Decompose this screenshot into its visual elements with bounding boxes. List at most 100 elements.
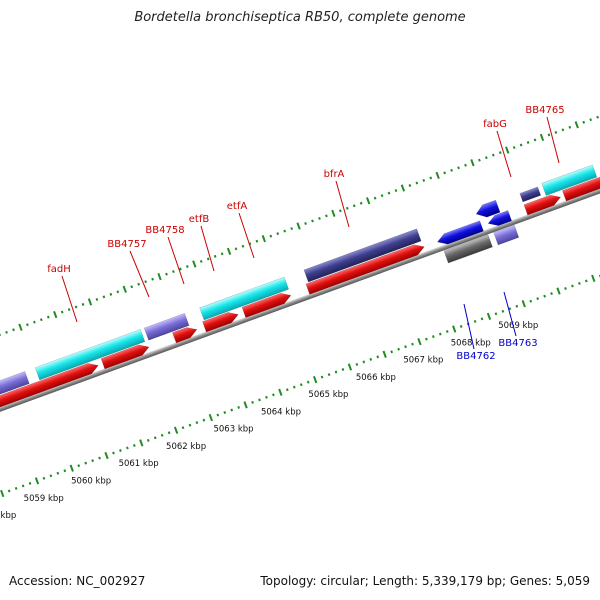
minor-tick	[199, 259, 203, 263]
gene-label-fadH: fadH	[47, 264, 71, 275]
major-tick	[122, 285, 127, 293]
minor-tick	[355, 362, 359, 366]
minor-tick	[526, 141, 530, 144]
minor-tick	[390, 350, 393, 354]
minor-tick	[578, 281, 581, 285]
gene-arrow-forward[interactable]	[172, 324, 198, 344]
gene-arrow-forward[interactable]	[100, 342, 151, 370]
minor-tick	[63, 469, 67, 473]
gene-block[interactable]	[541, 164, 598, 196]
major-tick	[139, 439, 144, 447]
minor-tick	[550, 292, 553, 296]
minor-tick	[304, 222, 307, 225]
minor-tick	[485, 156, 488, 160]
minor-tick	[376, 355, 380, 359]
minor-tick	[272, 393, 275, 397]
minor-tick	[571, 284, 574, 288]
minor-tick	[292, 385, 296, 389]
callout-line	[129, 250, 150, 298]
scale-label: 5062 kbp	[166, 442, 206, 452]
major-tick	[331, 209, 336, 217]
minor-tick	[223, 411, 227, 414]
scale-label: 5064 kbp	[261, 407, 301, 417]
gene-arrow-forward[interactable]	[202, 309, 241, 333]
minor-tick	[589, 118, 593, 122]
gene-block[interactable]	[519, 186, 542, 203]
minor-tick	[56, 471, 60, 475]
minor-tick	[181, 426, 185, 430]
minor-tick	[334, 370, 338, 374]
minor-tick	[491, 153, 495, 157]
gene-block[interactable]	[443, 234, 493, 264]
gene-arrow-forward[interactable]	[523, 192, 563, 216]
gene-label-bb4765: BB4765	[525, 105, 564, 116]
gene-block[interactable]	[474, 199, 501, 220]
minor-tick	[432, 335, 435, 339]
minor-tick	[5, 330, 8, 334]
gene-arrow-forward[interactable]	[305, 242, 426, 295]
minor-tick	[438, 332, 442, 336]
gene-block[interactable]	[199, 276, 289, 321]
minor-tick	[42, 476, 46, 480]
major-tick	[0, 489, 5, 498]
gene-arrow-forward[interactable]	[562, 169, 600, 202]
map-title: Bordetella bronchiseptica RB50, complete…	[134, 10, 466, 25]
minor-tick	[290, 227, 294, 231]
minor-tick	[582, 120, 586, 124]
gene-block[interactable]	[0, 371, 30, 406]
gene-arrow-forward[interactable]	[0, 360, 100, 410]
minor-tick	[359, 201, 363, 205]
minor-tick	[202, 418, 206, 422]
minor-tick	[21, 484, 25, 488]
minor-tick	[380, 194, 384, 198]
scale-label-track: 5058 kbp 5059 kbp 5060 kbp 5061 kbp 5062 kbp…	[0, 321, 538, 521]
major-tick	[34, 477, 40, 485]
minor-tick	[480, 317, 484, 321]
major-tick	[192, 260, 197, 268]
major-tick	[486, 312, 492, 320]
forward-tick-track	[0, 115, 599, 337]
gene-arrow-reverse[interactable]	[436, 220, 484, 247]
gene-block[interactable]	[143, 312, 190, 341]
minor-tick	[179, 267, 182, 271]
minor-tick	[285, 388, 289, 392]
gene-arrow-reverse[interactable]	[486, 210, 513, 228]
minor-tick	[265, 395, 268, 399]
gene-block[interactable]	[303, 228, 422, 283]
minor-tick	[109, 292, 113, 296]
minor-tick	[459, 325, 463, 328]
minor-tick	[325, 214, 328, 218]
minor-tick	[39, 318, 43, 322]
major-tick	[173, 426, 179, 434]
major-tick	[53, 310, 58, 319]
minor-tick	[536, 297, 540, 301]
scale-label: 5067 kbp	[403, 356, 443, 366]
gene-block[interactable]	[493, 224, 520, 246]
minor-tick	[320, 375, 324, 379]
major-tick	[104, 451, 109, 460]
minor-tick	[95, 297, 99, 301]
minor-tick	[473, 319, 477, 323]
minor-tick	[568, 125, 572, 129]
gene-block[interactable]	[34, 329, 146, 381]
minor-tick	[81, 303, 85, 306]
minor-tick	[306, 380, 310, 384]
major-tick	[574, 121, 579, 129]
minor-tick	[352, 204, 356, 208]
major-tick	[382, 350, 387, 358]
minor-tick	[478, 158, 481, 162]
scale-label: 5059 kbp	[24, 494, 64, 504]
callout-line	[167, 236, 185, 285]
minor-tick	[408, 184, 412, 187]
minor-tick	[28, 481, 32, 485]
minor-tick	[160, 433, 164, 437]
scale-label: 5066 kbp	[356, 373, 396, 383]
minor-tick	[327, 373, 331, 377]
minor-tick	[188, 423, 192, 427]
gene-arrow-forward[interactable]	[241, 290, 293, 318]
minor-tick	[258, 398, 261, 402]
scale-label: 5068 kbp	[451, 338, 491, 348]
callout-line	[61, 275, 78, 323]
callout-line	[463, 303, 475, 350]
